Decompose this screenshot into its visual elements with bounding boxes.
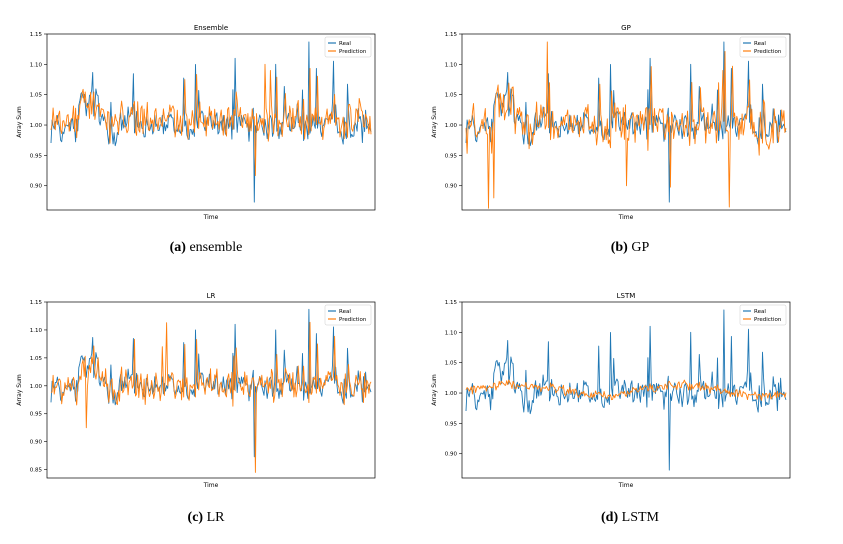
y-tick-label: 0.90 bbox=[445, 184, 458, 190]
y-tick-label: 1.10 bbox=[30, 328, 43, 334]
x-axis-label: Time bbox=[203, 482, 219, 489]
legend-box bbox=[324, 36, 372, 58]
y-axis-label: Array Sum bbox=[431, 106, 438, 138]
y-axis-label: Array Sum bbox=[16, 106, 23, 138]
y-tick-label: 1.00 bbox=[445, 123, 458, 129]
legend: Real Prediction bbox=[739, 304, 787, 326]
caption-a-text: ensemble bbox=[189, 240, 243, 255]
legend: Real Prediction bbox=[739, 36, 787, 58]
x-axis-label: Time bbox=[203, 214, 219, 221]
chart-title: Ensemble bbox=[194, 24, 228, 32]
y-tick-label: 1.05 bbox=[445, 93, 458, 99]
legend-label-prediction: Prediction bbox=[339, 49, 367, 55]
y-tick-label: 1.15 bbox=[445, 300, 458, 306]
y-tick-label: 1.10 bbox=[445, 62, 458, 68]
legend-label-real: Real bbox=[754, 41, 766, 47]
y-tick-label: 1.05 bbox=[30, 93, 43, 99]
series-line-prediction bbox=[50, 321, 372, 473]
legend-label-prediction: Prediction bbox=[754, 317, 782, 323]
y-tick-label: 1.15 bbox=[30, 32, 43, 38]
caption-d: (d) LSTM bbox=[480, 510, 780, 526]
plot-frame bbox=[461, 301, 791, 479]
y-tick-label: 0.85 bbox=[30, 468, 43, 474]
legend: Real Prediction bbox=[324, 304, 372, 326]
x-axis-label: Time bbox=[618, 214, 634, 221]
series-line-prediction bbox=[50, 63, 372, 176]
chart-svg: LSTM 0.90 0.95 1.00 1.05 1.10 1.15 Array Sum Tim… bbox=[431, 292, 791, 489]
y-tick-label: 0.95 bbox=[30, 153, 43, 159]
caption-c-text: LR bbox=[206, 510, 225, 525]
y-tick-label: 1.05 bbox=[30, 356, 43, 362]
y-tick-label: 0.90 bbox=[445, 452, 458, 458]
caption-d-text: LSTM bbox=[621, 510, 659, 525]
caption-c-label: (c) bbox=[187, 510, 204, 525]
y-tick-label: 0.95 bbox=[30, 412, 43, 418]
legend-label-real: Real bbox=[339, 41, 351, 47]
caption-d-label: (d) bbox=[601, 510, 619, 525]
y-tick-label: 1.00 bbox=[30, 123, 43, 129]
y-tick-label: 1.10 bbox=[30, 62, 43, 68]
chart-lstm: LSTM 0.90 0.95 1.00 1.05 1.10 1.15 Array Sum Tim… bbox=[425, 284, 805, 494]
caption-b-text: GP bbox=[631, 240, 650, 255]
caption-a: (a) ensemble bbox=[56, 240, 356, 256]
chart-title: LSTM bbox=[617, 292, 636, 300]
caption-a-label: (a) bbox=[169, 240, 186, 255]
legend-label-real: Real bbox=[754, 309, 766, 315]
chart-gp: GP 0.90 0.95 1.00 1.05 1.10 1.15 Array Sum Time R… bbox=[425, 16, 805, 226]
x-axis-label: Time bbox=[618, 482, 634, 489]
y-axis-label: Array Sum bbox=[16, 374, 23, 406]
y-tick-label: 0.95 bbox=[445, 153, 458, 159]
series-line-prediction bbox=[465, 379, 787, 401]
caption-b: (b) GP bbox=[480, 240, 780, 256]
series-line-real bbox=[50, 41, 372, 203]
y-tick-label: 0.95 bbox=[445, 421, 458, 427]
chart-ensemble: Ensemble 0.90 0.95 1.00 1.05 1.10 1.15 Array Su… bbox=[10, 16, 390, 226]
y-tick-label: 0.90 bbox=[30, 184, 43, 190]
y-tick-label: 1.05 bbox=[445, 361, 458, 367]
caption-c: (c) LR bbox=[56, 510, 356, 526]
y-tick-label: 1.15 bbox=[445, 32, 458, 38]
legend-box bbox=[324, 304, 372, 326]
plot-frame bbox=[46, 301, 376, 479]
plot-frame bbox=[46, 33, 376, 211]
series-line-prediction bbox=[465, 41, 787, 209]
series-line-real bbox=[465, 309, 787, 471]
chart-title: LR bbox=[207, 292, 216, 300]
y-tick-label: 0.90 bbox=[30, 440, 43, 446]
y-tick-label: 1.00 bbox=[30, 384, 43, 390]
y-axis-label: Array Sum bbox=[431, 374, 438, 406]
chart-lr: LR 0.85 0.90 0.95 1.00 1.05 1.10 1.15 Array Sum T… bbox=[10, 284, 390, 494]
chart-title: GP bbox=[621, 24, 631, 32]
legend-label-prediction: Prediction bbox=[754, 49, 782, 55]
caption-b-label: (b) bbox=[610, 240, 628, 255]
y-tick-label: 1.15 bbox=[30, 300, 43, 306]
y-tick-label: 1.10 bbox=[445, 330, 458, 336]
chart-svg: Ensemble 0.90 0.95 1.00 1.05 1.10 1.15 Array Su… bbox=[16, 24, 376, 221]
legend-box bbox=[739, 36, 787, 58]
legend-label-real: Real bbox=[339, 309, 351, 315]
legend-box bbox=[739, 304, 787, 326]
legend-label-prediction: Prediction bbox=[339, 317, 367, 323]
y-tick-label: 1.00 bbox=[445, 391, 458, 397]
plot-frame bbox=[461, 33, 791, 211]
legend: Real Prediction bbox=[324, 36, 372, 58]
chart-svg: GP 0.90 0.95 1.00 1.05 1.10 1.15 Array Sum Time R… bbox=[431, 24, 791, 221]
chart-svg: LR 0.85 0.90 0.95 1.00 1.05 1.10 1.15 Array Sum T… bbox=[16, 292, 376, 489]
